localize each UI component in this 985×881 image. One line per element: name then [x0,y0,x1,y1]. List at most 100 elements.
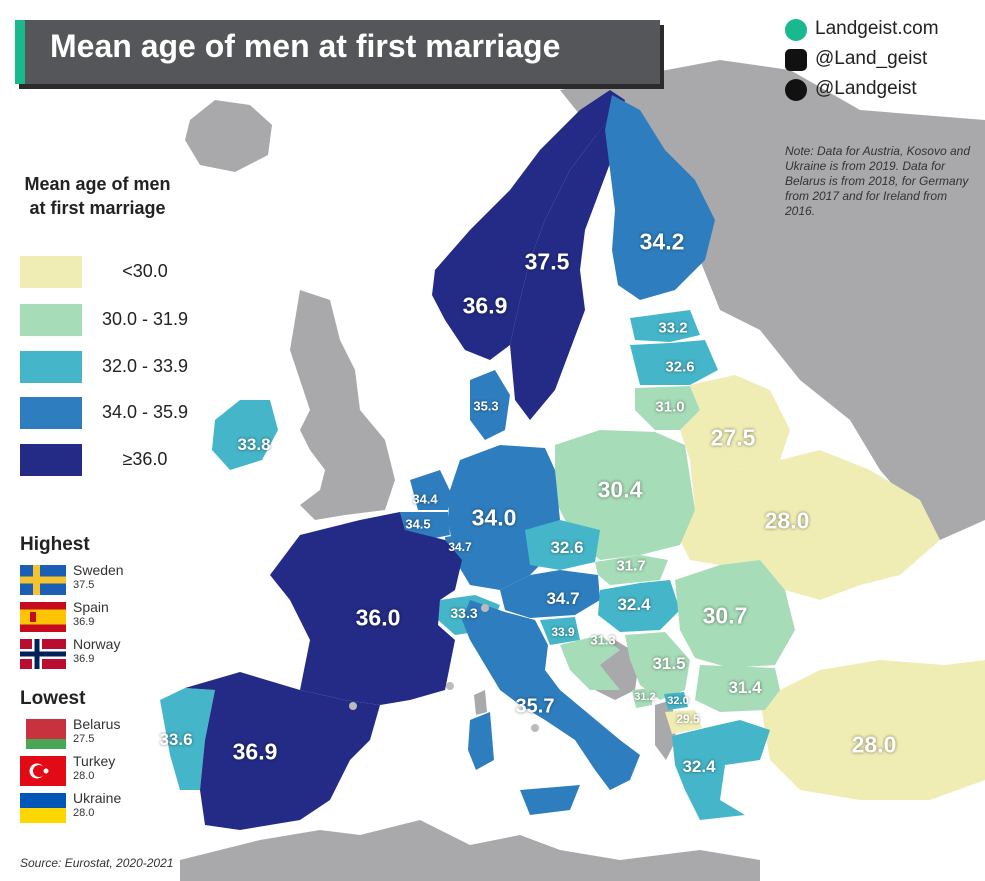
map-label-austria: 34.7 [546,589,580,608]
legend-item: <30.0 [20,256,190,288]
map-label-netherlands: 34.4 [412,491,438,507]
map-label-north-macedonia: 29.5 [676,712,700,726]
legend-label: 32.0 - 33.9 [101,356,189,376]
map-label-poland: 30.4 [597,476,643,503]
country-italy [462,600,640,790]
belarus-flag [20,719,66,749]
map-label-bulgaria: 31.4 [728,678,762,697]
legend-swatch [20,444,82,476]
lowest-country: Ukraine [73,790,122,806]
legend-swatch [20,256,82,288]
map-label-romania: 30.7 [702,602,748,629]
map-label-belgium: 34.5 [405,516,431,532]
map-label-montenegro: 31.2 [634,691,656,703]
highest-title: Highest [20,534,90,555]
country-spain [185,672,380,830]
sweden-flag [20,565,66,595]
turkey-flag [20,756,66,786]
land-sicily [520,785,580,815]
legend-swatch [20,351,82,383]
twitter-icon [785,79,807,101]
map-label-latvia: 32.6 [665,358,695,376]
map-title: Mean age of men at first marriage [50,28,561,64]
map-label-kosovo: 32.0 [667,695,689,707]
country-slovenia [540,617,580,645]
map-label-sweden: 37.5 [524,248,570,275]
country-croatia [560,635,620,690]
map-label-italy: 35.7 [515,695,555,718]
country-czechia [525,520,600,570]
lowest-value: 28.0 [73,807,95,819]
country-montenegro [632,688,652,708]
map-label-finland: 34.2 [639,228,685,255]
map-label-belarus: 27.5 [710,424,756,451]
map-label-serbia: 31.5 [652,654,686,673]
map-label-hungary: 32.4 [617,595,651,614]
map-label-portugal: 33.6 [159,730,193,749]
brand-site: Landgeist.com [815,18,939,39]
country-ireland [212,400,278,470]
country-finland [605,95,715,300]
country-romania [675,560,795,668]
map-label-turkey: 28.0 [851,731,897,758]
source-note: Source: Eurostat, 2020-2021 [20,856,174,870]
country-north-macedonia [665,710,702,734]
map-label-switzerland: 33.3 [450,605,478,621]
land-corsica [474,690,487,715]
country-norway [432,90,625,360]
lowest-item: Turkey 28.0 [20,753,180,789]
land-britain [290,290,395,520]
map-label-greece: 32.4 [682,757,716,776]
brand-twitter: @Landgeist [815,78,917,99]
legend-item: 30.0 - 31.9 [20,304,190,336]
lowest-value: 27.5 [73,733,95,745]
map-label-germany: 34.0 [471,504,517,531]
country-estonia [630,310,700,342]
legend-label: 30.0 - 31.9 [101,309,189,329]
country-bulgaria [695,665,780,712]
country-greece [672,720,770,820]
capital-dot [349,702,357,710]
country-turkey [760,660,985,800]
land-iceland [185,100,272,172]
lowest-country: Belarus [73,716,121,732]
legend-item: 32.0 - 33.9 [20,351,190,383]
highest-item: Sweden 37.5 [20,562,180,598]
country-hungary [598,580,680,632]
lowest-item: Ukraine 28.0 [20,790,180,826]
highest-country: Spain [73,599,109,615]
map-label-slovakia: 31.7 [616,557,646,575]
highest-value: 36.9 [73,653,95,665]
legend-label: ≥36.0 [122,449,168,469]
highest-value: 36.9 [73,616,95,628]
map-label-ireland: 33.8 [237,435,271,454]
map-label-czechia: 32.6 [550,538,584,557]
title-accent [15,20,25,84]
capital-dot [531,724,539,732]
country-latvia [630,340,718,385]
legend-label: <30.0 [122,261,168,281]
highest-value: 37.5 [73,579,95,591]
ukraine-flag [20,793,66,823]
spain-flag [20,602,66,632]
legend-title: Mean age of men at first marriage [24,174,171,218]
country-portugal [160,688,215,790]
legend-label: 34.0 - 35.9 [101,402,189,422]
lowest-value: 28.0 [73,770,95,782]
highest-item: Spain 36.9 [20,599,180,635]
lowest-title: Lowest [20,688,86,709]
map-label-lithuania: 31.0 [655,398,685,416]
country-austria [500,570,600,618]
legend-swatch [20,304,82,336]
capital-dot [481,604,489,612]
map-label-france: 36.0 [355,604,401,631]
map-label-estonia: 33.2 [658,319,688,337]
highest-item: Norway 36.9 [20,636,180,672]
country-lithuania [635,386,700,430]
lowest-item: Belarus 27.5 [20,716,180,752]
country-sweden [510,100,625,420]
legend-item: 34.0 - 35.9 [20,397,190,429]
land-africa [180,820,760,881]
capital-dot [446,682,454,690]
country-denmark [470,370,510,440]
